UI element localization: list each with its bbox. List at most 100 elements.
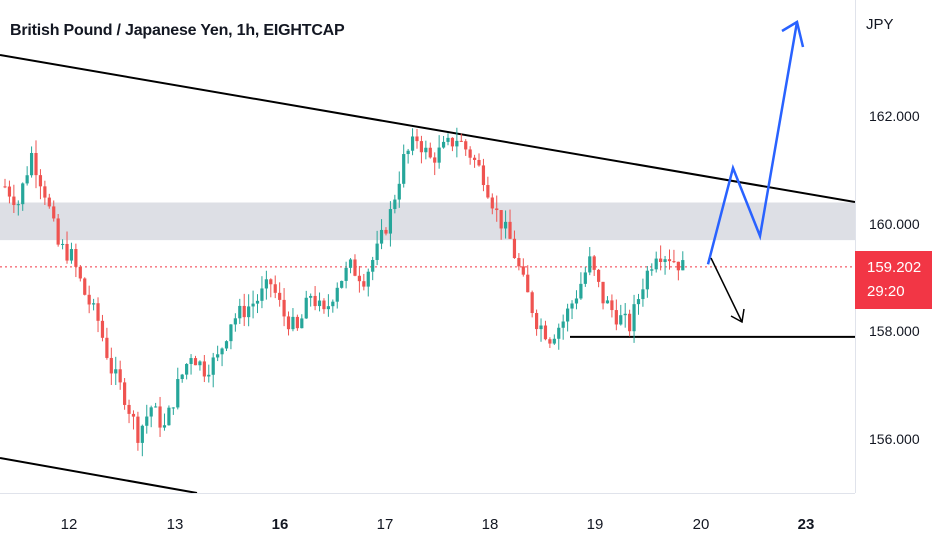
candle-body [503, 221, 508, 229]
candle-body [282, 299, 286, 317]
candle-body [490, 197, 494, 209]
time-tick: 23 [797, 516, 815, 533]
candle-body [344, 267, 348, 281]
candle-body [202, 361, 206, 377]
candle-body [486, 185, 490, 198]
candle-body [278, 292, 282, 300]
candle-body [384, 229, 388, 234]
candle-body [583, 272, 587, 284]
candle-body [468, 149, 472, 158]
candle-body [552, 338, 556, 344]
candle-body [477, 159, 481, 166]
candle-body [645, 270, 649, 290]
plot-area[interactable] [0, 0, 855, 493]
time-tick: 12 [60, 516, 78, 533]
candle-body [628, 313, 632, 332]
price-axis-currency: JPY [866, 16, 894, 33]
time-tick: 17 [376, 516, 394, 533]
candle-body [34, 152, 38, 176]
price-axis[interactable]: JPY 162.000 160.000 158.000 156.000 [855, 0, 932, 493]
time-tick: 20 [692, 516, 710, 533]
candle-body [317, 300, 322, 307]
candle-body [667, 259, 672, 262]
candle-body [326, 306, 330, 310]
candle-body [233, 318, 237, 325]
candle-body [459, 140, 463, 142]
candle-body [286, 316, 291, 330]
candle-body [450, 137, 455, 147]
candle-body [566, 308, 570, 322]
time-tick: 13 [166, 516, 184, 533]
candle-body [127, 404, 131, 414]
candle-body [220, 348, 224, 355]
projection-up-arrowhead [781, 20, 805, 48]
candle-body [114, 369, 118, 374]
projection-down-arrowhead [730, 308, 745, 324]
candle-body [379, 229, 384, 244]
bar-countdown: 29:20 [867, 283, 905, 300]
candle-body [238, 305, 242, 319]
candle-body [446, 137, 450, 142]
candle-body [499, 210, 503, 229]
candle-body [605, 300, 610, 304]
candle-body [96, 303, 100, 321]
price-tick: 156.000 [869, 431, 920, 447]
candle-body [109, 357, 113, 374]
price-tick: 160.000 [869, 216, 920, 232]
candle-body [60, 243, 65, 245]
candle-body [464, 141, 468, 150]
candle-body [433, 157, 437, 163]
candle-body [43, 186, 47, 198]
candle-body [357, 275, 361, 282]
candle-body [304, 297, 308, 319]
candle-body [198, 361, 202, 366]
candle-body [406, 150, 410, 155]
candle-body [632, 304, 636, 332]
candle-body [216, 354, 220, 358]
chart-title: British Pound / Japanese Yen, 1h, EIGHTC… [10, 22, 345, 39]
candle-body [428, 147, 432, 158]
candle-body [145, 416, 149, 426]
candle-body [570, 303, 574, 309]
candle-body [636, 299, 641, 305]
resistance-zone [0, 202, 855, 241]
candle-body [512, 238, 517, 259]
candle-body [681, 260, 685, 271]
candle-body [481, 165, 486, 186]
candle-body [663, 259, 667, 263]
candle-body [597, 269, 601, 282]
candle-body [123, 382, 127, 405]
candle-body [375, 243, 379, 260]
candle-body [322, 300, 326, 310]
candle-body [548, 339, 552, 344]
candle-body [21, 183, 25, 205]
candle-body [313, 295, 317, 307]
candle-body [495, 208, 499, 211]
candle-body [131, 413, 136, 417]
candle-body [517, 258, 521, 267]
candle-body [193, 358, 198, 366]
candle-body [397, 183, 401, 200]
candle-body [269, 279, 273, 285]
candle-body [353, 259, 357, 276]
candle-body [185, 363, 189, 375]
candle-body [309, 295, 313, 298]
candle-body [508, 221, 512, 239]
candle-body [601, 281, 605, 304]
candle-body [366, 271, 370, 287]
candle-body [437, 147, 441, 163]
candle-body [167, 407, 171, 426]
candle-body [83, 278, 87, 295]
candle-body [65, 243, 69, 261]
candle-body [543, 325, 548, 340]
time-tick: 18 [481, 516, 499, 533]
candle-body [592, 256, 596, 270]
price-tick: 162.000 [869, 108, 920, 124]
candle-body [441, 141, 446, 148]
candle-body [154, 406, 158, 408]
candle-body [136, 416, 140, 443]
time-axis[interactable]: 12 13 16 17 18 19 20 23 [0, 493, 855, 551]
candle-body [25, 175, 29, 184]
lower-trendline [0, 457, 198, 493]
candle-body [415, 136, 419, 142]
